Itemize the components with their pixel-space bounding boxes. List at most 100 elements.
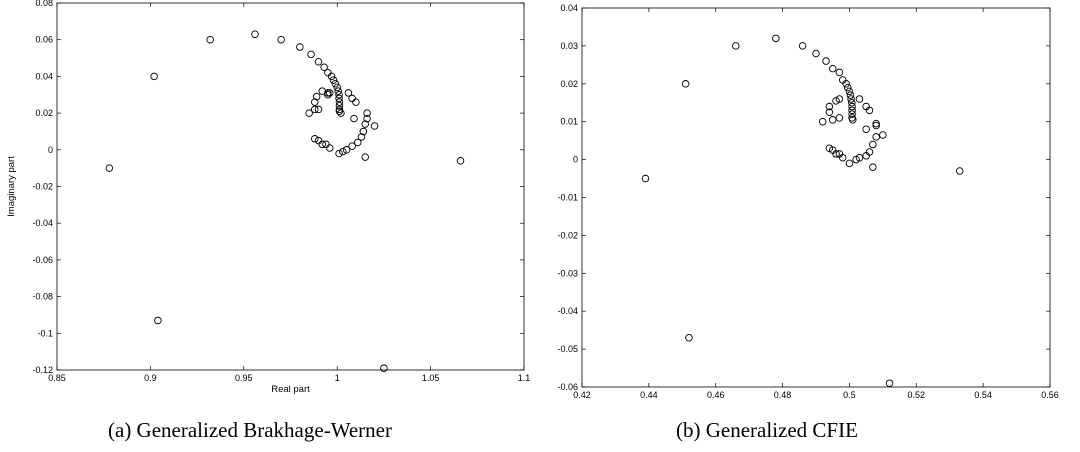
data-point: [357, 133, 366, 141]
x-tick-label: 0.46: [707, 390, 725, 400]
data-point: [852, 155, 860, 164]
data-point: [828, 116, 837, 124]
y-tick-label: -0.04: [557, 306, 578, 316]
data-point: [798, 42, 807, 50]
data-point: [862, 152, 870, 160]
data-point: [361, 120, 369, 128]
data-point: [335, 94, 343, 103]
data-point: [828, 64, 837, 73]
data-point: [335, 105, 344, 114]
data-point: [337, 109, 345, 117]
data-point: [835, 114, 844, 122]
data-point: [879, 131, 887, 139]
caption-a: (a) Generalized Brakhage-Werner: [108, 418, 392, 442]
data-point: [862, 125, 870, 134]
data-point: [842, 80, 850, 88]
data-point: [955, 167, 964, 175]
data-point: [822, 57, 830, 65]
data-point: [363, 114, 371, 123]
y-tick-label: -0.02: [557, 230, 578, 240]
y-tick-label: -0.06: [32, 255, 53, 265]
y-tick-label: -0.01: [557, 193, 578, 203]
x-tick-label: 0.9: [144, 373, 157, 383]
data-point: [335, 149, 343, 158]
x-tick-label: 0.48: [774, 390, 792, 400]
data-point: [344, 89, 353, 97]
data-point: [305, 109, 313, 117]
data-point: [832, 97, 840, 105]
data-point: [848, 98, 856, 107]
data-point: [318, 87, 327, 95]
data-point: [641, 174, 650, 183]
data-point: [846, 91, 855, 99]
data-point: [348, 142, 356, 150]
data-point: [277, 35, 285, 44]
data-point: [324, 68, 332, 77]
data-point: [335, 107, 344, 116]
data-point: [325, 89, 334, 97]
y-tick-label: -0.1: [37, 328, 53, 338]
data-point: [848, 110, 856, 118]
x-tick-label: 1: [335, 373, 340, 383]
data-point: [311, 105, 319, 114]
data-point: [312, 92, 321, 101]
y-tick-label: 0.04: [560, 3, 578, 13]
data-point: [314, 57, 323, 66]
data-point: [154, 316, 162, 325]
data-point: [872, 133, 880, 141]
y-axis-label: Imaginary part: [6, 156, 17, 217]
data-point: [320, 63, 328, 71]
x-tick-label: 0.54: [974, 390, 992, 400]
data-point: [832, 150, 840, 158]
data-point: [885, 379, 894, 387]
data-point: [370, 122, 379, 130]
data-point: [363, 109, 371, 117]
data-point: [848, 106, 856, 115]
data-point: [324, 89, 332, 97]
data-point: [353, 138, 362, 147]
data-point: [844, 83, 852, 92]
data-point: [681, 80, 690, 88]
data-point: [848, 102, 856, 111]
data-point: [456, 157, 465, 165]
x-tick-label: 0.85: [48, 373, 66, 383]
caption-b: (b) Generalized CFIE: [676, 418, 858, 442]
x-tick-label: 1.05: [422, 373, 440, 383]
data-point: [869, 140, 877, 149]
y-tick-label: 0: [573, 155, 578, 165]
data-point: [825, 108, 834, 116]
data-point: [772, 34, 780, 43]
data-point: [847, 95, 855, 103]
y-tick-label: 0.02: [560, 79, 578, 89]
y-tick-label: -0.04: [32, 218, 53, 228]
x-tick-label: 0.44: [640, 390, 658, 400]
plot-frame: [56, 2, 525, 371]
y-tick-label: 0: [48, 145, 53, 155]
data-point: [352, 98, 360, 106]
data-point: [732, 42, 740, 50]
x-tick-label: 0.5: [843, 390, 856, 400]
data-point: [350, 114, 358, 123]
x-axis-label: Real part: [271, 384, 310, 395]
data-point: [872, 119, 880, 128]
data-point: [872, 121, 880, 130]
data-point: [329, 76, 338, 84]
chart-b: 0.42 0.44 0.46 0.48 0.5 0.52 0.54 0.56 0.04 0.03 0…: [557, 3, 1058, 400]
data-point: [339, 147, 347, 156]
y-tick-label: 0.01: [560, 117, 578, 127]
data-point: [838, 153, 847, 162]
data-point: [865, 106, 874, 115]
data-point: [361, 153, 369, 161]
y-tick-label: -0.05: [557, 344, 578, 354]
y-tick-label: -0.03: [557, 268, 578, 278]
data-point: [324, 90, 332, 99]
data-point: [849, 116, 857, 124]
data-point: [311, 135, 319, 143]
y-tick-label: 0.02: [35, 108, 53, 118]
data-point: [818, 117, 827, 126]
data-point: [296, 43, 304, 51]
data-point: [845, 87, 854, 96]
y-tick-label: -0.12: [32, 365, 53, 375]
data-point: [835, 68, 844, 77]
